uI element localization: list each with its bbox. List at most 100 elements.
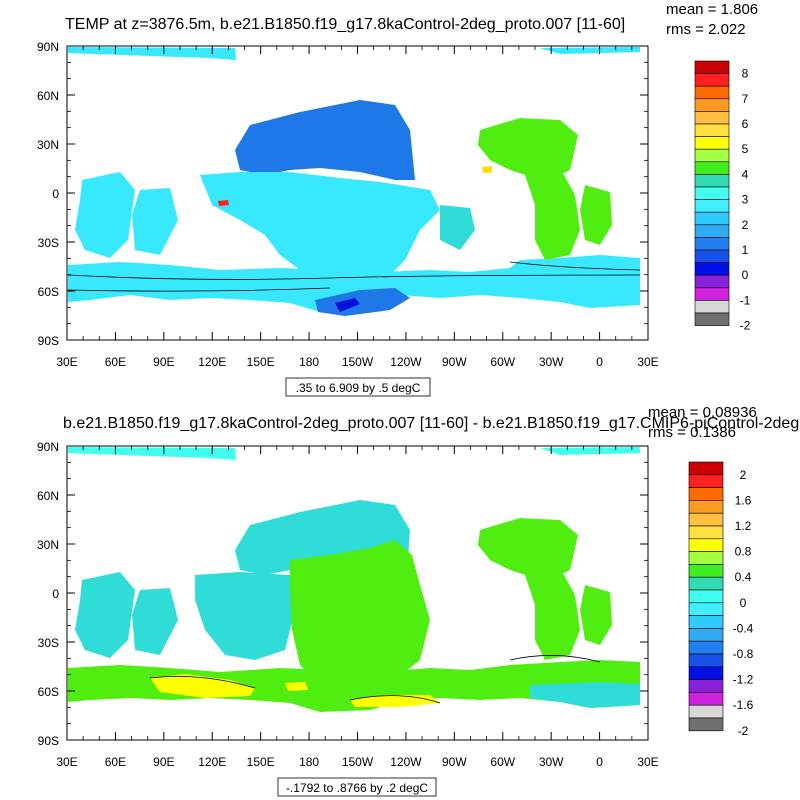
panel-bottom-rms: rms = 0.1386 bbox=[648, 424, 736, 441]
colorbar-swatch bbox=[694, 73, 730, 87]
panel-bottom-mean: mean = 0.08936 bbox=[648, 404, 757, 421]
colorbar-label: 7 bbox=[742, 92, 749, 106]
x-tick-label: 180 bbox=[299, 355, 319, 369]
y-tick-label: 0 bbox=[52, 587, 59, 601]
contour-info-box-top bbox=[285, 377, 431, 397]
x-tick-label: 60E bbox=[105, 355, 126, 369]
map-top-atlantic-east bbox=[580, 185, 612, 245]
map-top-hotspot bbox=[218, 200, 229, 206]
colorbar-label: 0 bbox=[742, 268, 749, 282]
colorbar-label: -1 bbox=[740, 293, 751, 307]
colorbar-swatch bbox=[688, 717, 724, 732]
panel-top-rms: rms = 2.022 bbox=[666, 21, 746, 38]
y-tick-label: 60S bbox=[38, 285, 59, 299]
colorbar-swatch bbox=[694, 60, 730, 74]
map-top-ross-core bbox=[335, 298, 360, 312]
colorbar-swatch bbox=[694, 300, 730, 314]
x-tick-label: 120E bbox=[198, 355, 226, 369]
x-tick-label: 150E bbox=[247, 355, 275, 369]
colorbar-label: 6 bbox=[742, 117, 749, 131]
colorbar-label: 4 bbox=[742, 167, 749, 181]
colorbar-swatch bbox=[688, 589, 724, 604]
colorbar-label: -2 bbox=[738, 724, 749, 738]
colorbar-swatch bbox=[688, 500, 724, 514]
map-bottom-x-axis: 30E 60E 90E 120E 150E 180 150W 120W 90W 60W 30W 0 30… bbox=[56, 446, 659, 769]
x-tick-label: 60W bbox=[490, 755, 515, 769]
x-tick-label: 90W bbox=[442, 755, 467, 769]
x-tick-label: 150W bbox=[342, 355, 374, 369]
colorbar-swatch bbox=[688, 602, 724, 616]
panel-bottom: b.e21.B1850.f19_g17.8kaControl-2deg_prot… bbox=[37, 404, 799, 797]
colorbar-swatch bbox=[694, 98, 730, 112]
colorbar-label: 1 bbox=[742, 243, 749, 257]
colorbar-label: 1.2 bbox=[735, 519, 752, 533]
colorbar-label: -2 bbox=[740, 319, 751, 333]
map-bottom-atlantic-east bbox=[580, 585, 612, 645]
x-tick-label: 30E bbox=[637, 355, 658, 369]
x-tick-label: 0 bbox=[596, 755, 603, 769]
x-tick-label: 30E bbox=[56, 355, 77, 369]
panel-top-title: TEMP at z=3876.5m, b.e21.B1850.f19_g17.8… bbox=[65, 16, 625, 33]
map-bottom-y-axis: 90N 60N 30N 0 30S 60S 90S bbox=[37, 440, 648, 748]
contour-info-box-bottom bbox=[277, 777, 437, 797]
x-tick-label: 30W bbox=[539, 355, 564, 369]
colorbar-label: 0.4 bbox=[735, 570, 752, 584]
map-bottom-south-band-cyan bbox=[530, 682, 640, 708]
map-top-indian bbox=[75, 172, 135, 258]
map-top-arctic-strip-east bbox=[540, 47, 640, 54]
colorbar-swatch bbox=[688, 525, 724, 540]
colorbar-top: 8 7 6 5 4 3 2 1 0 -1 -2 bbox=[694, 60, 751, 333]
map-top-south-band bbox=[68, 255, 640, 312]
x-tick-label: 60W bbox=[490, 355, 515, 369]
colorbar-swatch bbox=[694, 224, 730, 238]
colorbar-swatch bbox=[694, 211, 730, 226]
map-bottom-pacific-west bbox=[195, 572, 295, 660]
x-tick-label: 30E bbox=[637, 755, 658, 769]
colorbar-swatch bbox=[694, 199, 730, 213]
colorbar-swatch bbox=[688, 692, 724, 706]
colorbar-label: 0 bbox=[740, 596, 747, 610]
x-tick-label: 0 bbox=[596, 355, 603, 369]
map-bottom-pacific-central bbox=[290, 540, 430, 688]
colorbar-swatch bbox=[694, 186, 730, 200]
y-tick-label: 90S bbox=[38, 334, 59, 348]
map-top-atlantic-north bbox=[478, 118, 578, 180]
x-tick-label: 120W bbox=[390, 755, 422, 769]
map-bottom-atlantic-north bbox=[478, 518, 578, 580]
map-bottom-atlantic-tropic bbox=[520, 560, 580, 660]
map-bottom-indian bbox=[75, 572, 135, 658]
colorbar-swatch bbox=[694, 161, 730, 175]
colorbar-swatch bbox=[688, 576, 724, 591]
y-tick-label: 60N bbox=[37, 489, 59, 503]
map-top bbox=[67, 47, 641, 316]
x-tick-label: 180 bbox=[299, 755, 319, 769]
y-tick-label: 60N bbox=[37, 89, 59, 103]
colorbar-swatch bbox=[694, 123, 730, 137]
y-tick-label: 90S bbox=[38, 734, 59, 748]
colorbar-label: -1.6 bbox=[733, 698, 754, 712]
colorbar-swatch bbox=[688, 704, 724, 719]
map-bottom bbox=[68, 447, 640, 712]
colorbar-label: 1.6 bbox=[735, 493, 752, 507]
map-top-pacific-north bbox=[235, 100, 415, 180]
map-top-y-axis: 90N 60N 30N 0 30S 60S 90S bbox=[37, 40, 648, 348]
colorbar-swatch bbox=[694, 312, 730, 326]
map-top-x-axis: 30E 60E 90E 120E 150E 180 150W 120W 90W 60W 30W 0 30… bbox=[56, 46, 659, 369]
x-tick-label: 150W bbox=[342, 755, 374, 769]
map-top-arctic-strip bbox=[68, 47, 236, 60]
map-top-bay bbox=[132, 188, 178, 255]
colorbar-swatch bbox=[688, 538, 724, 552]
contour-info-top: .35 to 6.909 by .5 degC bbox=[296, 381, 421, 395]
map-top-atlantic-tropic bbox=[520, 160, 580, 260]
x-tick-label: 90E bbox=[153, 355, 174, 369]
colorbar-swatch bbox=[688, 474, 724, 488]
contour-info-bottom: -.1792 to .8766 by .2 degC bbox=[286, 781, 428, 795]
colorbar-swatch bbox=[688, 615, 724, 629]
colorbar-swatch bbox=[694, 287, 730, 301]
colorbar-swatch bbox=[688, 564, 724, 578]
colorbar-swatch bbox=[694, 237, 730, 251]
x-tick-label: 120E bbox=[198, 755, 226, 769]
colorbar-swatch bbox=[688, 640, 724, 655]
colorbar-swatch bbox=[694, 85, 730, 100]
y-tick-label: 30N bbox=[37, 538, 59, 552]
